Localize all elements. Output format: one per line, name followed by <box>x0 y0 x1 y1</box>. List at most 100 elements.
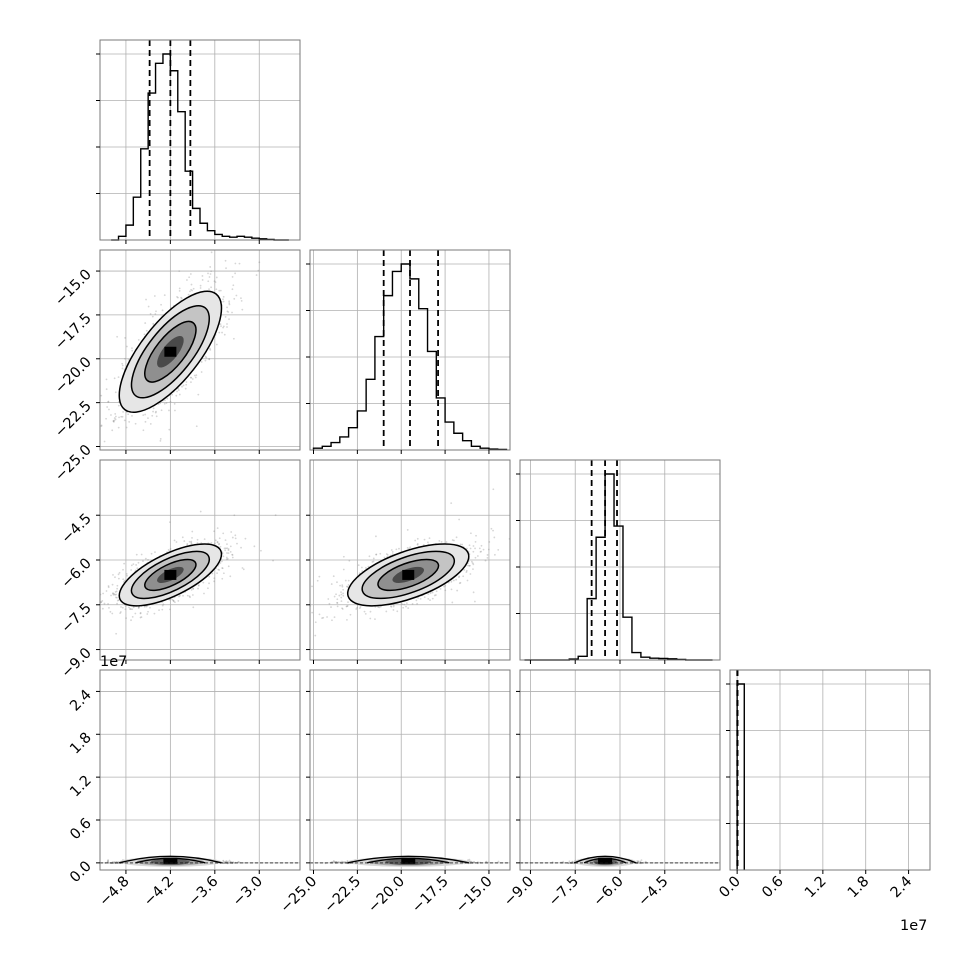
data-point <box>169 400 172 403</box>
data-point <box>178 595 180 598</box>
data-point <box>191 289 194 292</box>
data-point <box>112 420 115 423</box>
data-point <box>126 345 128 348</box>
data-point <box>149 423 152 425</box>
data-point <box>107 585 110 587</box>
data-point <box>136 567 139 570</box>
data-point <box>116 602 118 605</box>
data-point <box>224 549 227 552</box>
data-point <box>93 596 95 598</box>
data-point <box>208 357 211 360</box>
data-point <box>114 593 116 596</box>
data-point <box>119 612 122 615</box>
data-point <box>192 287 195 290</box>
data-point <box>145 298 147 301</box>
data-point <box>168 409 170 412</box>
data-point <box>149 606 151 609</box>
data-point <box>139 616 142 619</box>
data-point <box>215 276 218 279</box>
data-point <box>115 593 118 596</box>
data-point <box>154 411 157 414</box>
data-point <box>115 590 118 593</box>
data-point <box>117 426 120 429</box>
data-point <box>164 399 166 402</box>
data-point <box>113 417 116 419</box>
data-point <box>210 251 213 254</box>
data-point <box>214 542 216 545</box>
data-point <box>200 371 203 373</box>
data-point <box>201 279 204 281</box>
data-point <box>122 568 124 571</box>
data-point <box>208 575 211 578</box>
data-point <box>218 289 221 292</box>
data-point <box>117 376 120 379</box>
data-point <box>217 543 220 546</box>
data-point <box>182 384 185 387</box>
data-point <box>112 420 115 423</box>
data-point <box>232 337 235 340</box>
data-point <box>228 318 230 321</box>
data-point <box>219 545 222 548</box>
data-point <box>100 394 103 397</box>
data-point <box>122 581 125 583</box>
data-point <box>114 576 116 579</box>
data-point <box>189 273 192 275</box>
data-point <box>191 378 194 380</box>
data-point <box>161 608 164 611</box>
data-point <box>101 600 104 602</box>
data-point <box>153 295 156 297</box>
data-point <box>224 259 227 262</box>
data-point <box>110 414 112 416</box>
data-point <box>100 601 102 604</box>
data-point <box>222 572 225 575</box>
data-point <box>147 610 149 613</box>
data-point <box>218 542 221 545</box>
data-point <box>114 415 117 418</box>
data-point <box>132 606 135 609</box>
data-point <box>231 553 234 556</box>
data-point <box>178 270 181 273</box>
data-point <box>216 541 219 544</box>
data-point <box>145 329 148 332</box>
data-point <box>225 558 228 561</box>
data-point <box>210 270 213 273</box>
data-point <box>169 548 172 550</box>
data-point <box>102 592 104 595</box>
data-point <box>131 414 133 417</box>
data-point <box>233 514 236 517</box>
data-point <box>117 577 120 580</box>
data-point <box>226 547 229 550</box>
data-point <box>208 358 211 361</box>
data-point <box>222 300 225 303</box>
data-point <box>124 357 126 360</box>
data-point <box>125 617 127 620</box>
data-point <box>121 415 124 418</box>
data-point <box>119 611 122 613</box>
data-point <box>134 612 137 615</box>
data-point <box>108 408 110 411</box>
data-point <box>201 275 204 277</box>
data-point <box>226 310 229 313</box>
data-point <box>173 402 176 405</box>
data-point <box>160 409 163 412</box>
data-point <box>128 606 130 609</box>
data-point <box>143 333 146 336</box>
data-point <box>96 608 98 610</box>
data-point <box>257 269 260 272</box>
data-point <box>105 378 108 381</box>
data-point <box>118 571 121 574</box>
data-point <box>149 312 152 315</box>
data-point <box>226 326 228 328</box>
data-point <box>226 557 229 560</box>
data-point <box>196 538 199 541</box>
data-point <box>197 393 200 396</box>
data-point <box>172 599 175 602</box>
data-point <box>197 584 200 586</box>
data-point <box>137 338 140 341</box>
data-point <box>208 276 211 278</box>
data-point <box>159 439 162 442</box>
data-point <box>190 541 193 544</box>
data-point <box>221 560 223 563</box>
data-point <box>175 541 178 543</box>
